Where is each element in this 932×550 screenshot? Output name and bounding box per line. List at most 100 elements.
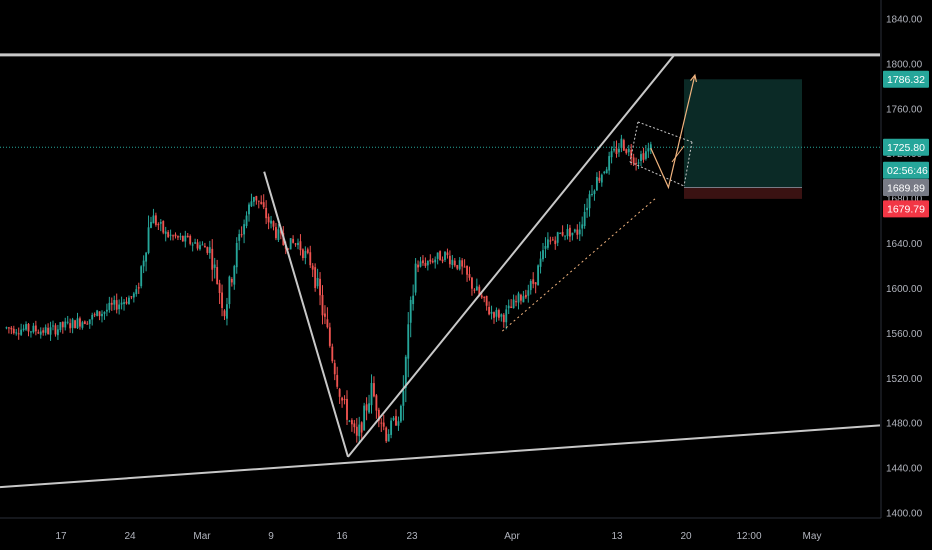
- candle-body: [551, 239, 554, 241]
- candle-body: [181, 235, 184, 242]
- candle-body: [644, 151, 647, 159]
- candle-body: [88, 319, 91, 324]
- candle-body: [275, 227, 277, 239]
- candle-body: [524, 294, 527, 298]
- candle: [571, 232, 574, 241]
- candle-body: [331, 346, 334, 362]
- x-tick-label: 20: [680, 531, 692, 542]
- candles-layer: [5, 134, 652, 444]
- candle-body: [544, 246, 547, 249]
- candle: [174, 232, 177, 239]
- candle-body: [363, 405, 366, 431]
- candle-body: [83, 321, 86, 325]
- candle-body: [167, 232, 170, 238]
- candle: [184, 230, 187, 248]
- candle: [194, 238, 197, 244]
- candle: [140, 265, 143, 289]
- stop-zone[interactable]: [684, 187, 802, 199]
- candle: [113, 295, 116, 311]
- candle: [468, 266, 471, 281]
- wedge-right[interactable]: [683, 141, 693, 187]
- x-tick-label: 13: [611, 531, 623, 542]
- candle: [86, 321, 89, 325]
- candle: [517, 291, 520, 310]
- candle-body: [414, 263, 417, 293]
- candle: [573, 228, 576, 234]
- wedge-upper[interactable]: [637, 121, 693, 143]
- x-tick-label: 9: [268, 531, 274, 542]
- candle-body: [517, 293, 520, 303]
- candle-body: [370, 382, 373, 406]
- candle-body: [47, 327, 50, 335]
- candle-body: [610, 151, 613, 158]
- wedge-left[interactable]: [629, 121, 639, 163]
- candle-body: [257, 200, 260, 202]
- candle-body: [522, 296, 525, 303]
- candle-body: [510, 306, 513, 308]
- candle: [233, 264, 236, 290]
- projection-path[interactable]: [650, 74, 696, 190]
- candle-body: [573, 229, 576, 232]
- candle: [471, 276, 473, 296]
- y-tick-label: 1760.00: [886, 104, 923, 115]
- candle-body: [39, 331, 42, 335]
- candle: [47, 323, 50, 335]
- candle-body: [360, 422, 363, 433]
- candle: [142, 255, 145, 274]
- candle-body: [571, 232, 574, 236]
- candle-body: [135, 289, 138, 295]
- candle-body: [475, 286, 478, 291]
- impulse-down-line[interactable]: [263, 171, 349, 458]
- target-zone[interactable]: [684, 79, 802, 188]
- candle-body: [177, 236, 179, 238]
- candle: [66, 315, 69, 325]
- candle: [534, 282, 537, 294]
- candle: [79, 316, 81, 330]
- channel-upper-line[interactable]: [347, 54, 676, 458]
- candle: [434, 256, 437, 269]
- candle: [419, 256, 422, 268]
- candle: [603, 170, 606, 175]
- rising-support-line[interactable]: [0, 424, 881, 489]
- candle-body: [132, 293, 135, 298]
- x-tick-label: May: [803, 531, 822, 542]
- candle-body: [532, 279, 535, 284]
- candle: [299, 234, 302, 256]
- candle: [311, 263, 314, 278]
- candle: [137, 282, 140, 294]
- candle-body: [213, 264, 216, 268]
- candle-body: [218, 283, 221, 293]
- candle-body: [125, 301, 128, 304]
- candle-body: [436, 252, 439, 259]
- candle: [397, 416, 400, 431]
- candle-body: [591, 193, 593, 195]
- candle-body: [417, 264, 419, 268]
- candle: [544, 237, 547, 259]
- candle-body: [174, 234, 177, 237]
- candle: [93, 312, 96, 318]
- candle-body: [277, 229, 280, 240]
- candle-body: [390, 420, 393, 435]
- candle: [561, 225, 564, 237]
- candle-body: [426, 260, 429, 266]
- candle: [593, 189, 596, 201]
- candle: [235, 237, 238, 274]
- channel-lower-dotted-line[interactable]: [502, 198, 656, 332]
- candle-body: [44, 327, 47, 333]
- candle: [306, 247, 309, 255]
- candle: [610, 146, 613, 164]
- candle: [218, 279, 221, 305]
- candle: [647, 142, 650, 158]
- candle-body: [375, 395, 378, 411]
- wedge-lower[interactable]: [629, 161, 685, 187]
- candle-body: [297, 242, 299, 246]
- candle: [321, 285, 324, 325]
- price-axis[interactable]: [881, 0, 932, 550]
- price-badge-bg: [883, 200, 929, 218]
- candle: [483, 296, 486, 303]
- candle: [221, 284, 223, 317]
- candle-body: [76, 318, 79, 329]
- candle: [10, 326, 13, 335]
- candle-body: [184, 235, 187, 242]
